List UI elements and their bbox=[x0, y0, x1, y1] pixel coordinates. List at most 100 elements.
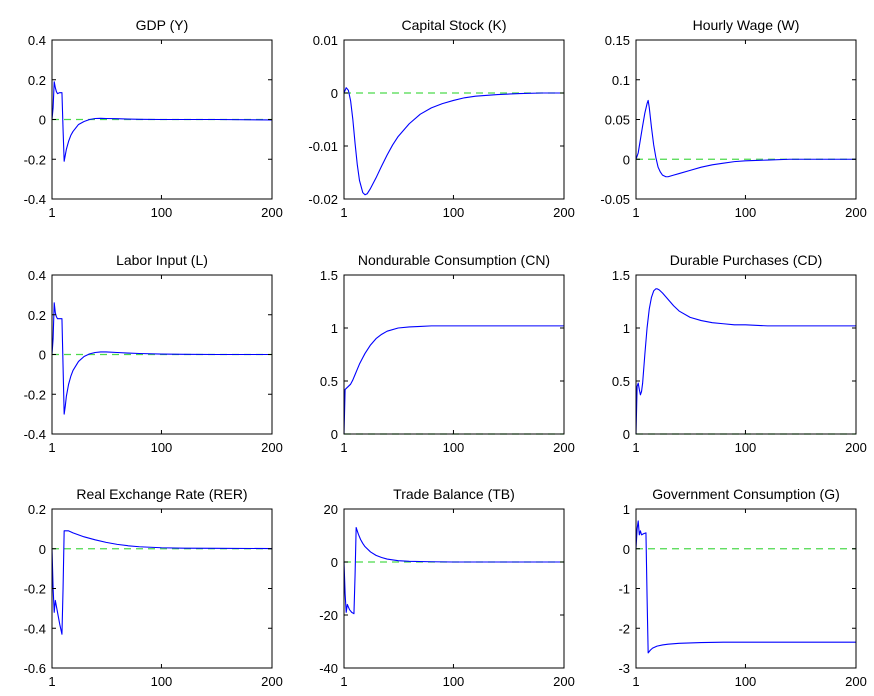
y-tick-label: 1 bbox=[623, 321, 630, 336]
x-tick-label: 100 bbox=[735, 674, 757, 689]
axes-box bbox=[343, 508, 565, 669]
y-tick-label: 1.5 bbox=[320, 268, 338, 283]
subplot-title: Durable Purchases (CD) bbox=[670, 252, 823, 268]
x-tick-label: 200 bbox=[553, 205, 575, 220]
y-tick-label: 1.5 bbox=[612, 268, 630, 283]
subplot-title: GDP (Y) bbox=[136, 17, 189, 33]
y-tick-label: 0 bbox=[331, 86, 338, 101]
y-tick-label: 0 bbox=[331, 427, 338, 442]
y-tick-label: 0.5 bbox=[320, 374, 338, 389]
subplot-7: Real Exchange Rate (RER) -0.6 -0.4 -0.2 0 0.2… bbox=[24, 486, 283, 689]
subplot-title: Government Consumption (G) bbox=[652, 486, 840, 502]
subplot-9: Government Consumption (G) -3 -2 -1 0 1 1 100 20… bbox=[618, 486, 866, 689]
subplot-2: Capital Stock (K) -0.02 -0.01 0 0.01 1 100 200 bbox=[308, 17, 574, 220]
y-tick-label: 0.15 bbox=[605, 33, 630, 48]
x-tick-label: 100 bbox=[151, 674, 173, 689]
x-tick-label: 100 bbox=[151, 440, 173, 455]
subplot-6: Durable Purchases (CD) 0 0.5 1 1.5 1 100 200 bbox=[612, 252, 867, 455]
y-tick-label: -0.4 bbox=[24, 621, 46, 636]
x-tick-label: 200 bbox=[553, 674, 575, 689]
series-line bbox=[343, 87, 564, 196]
y-tick-label: 1 bbox=[623, 502, 630, 517]
x-tick-label: 200 bbox=[261, 674, 283, 689]
y-tick-label: -2 bbox=[618, 621, 630, 636]
x-tick-label: 200 bbox=[553, 440, 575, 455]
y-tick-label: -0.2 bbox=[24, 152, 46, 167]
x-tick-label: 200 bbox=[261, 440, 283, 455]
y-tick-label: -3 bbox=[618, 661, 630, 676]
x-tick-label: 200 bbox=[845, 674, 867, 689]
x-tick-label: 1 bbox=[632, 205, 639, 220]
y-tick-label: -0.4 bbox=[24, 192, 46, 207]
series-line bbox=[635, 520, 856, 654]
y-tick-label: 0 bbox=[623, 152, 630, 167]
y-tick-label: 0.2 bbox=[28, 502, 46, 517]
y-tick-label: 0.4 bbox=[28, 268, 46, 283]
y-tick-label: -0.01 bbox=[308, 139, 338, 154]
subplot-1: GDP (Y) -0.4 -0.2 0 0.2 0.4 1 100 200 bbox=[24, 17, 283, 220]
y-tick-label: 0.1 bbox=[612, 73, 630, 88]
subplot-title: Capital Stock (K) bbox=[401, 17, 506, 33]
x-tick-label: 100 bbox=[151, 205, 173, 220]
x-tick-label: 100 bbox=[443, 205, 465, 220]
y-tick-label: 1 bbox=[331, 321, 338, 336]
y-tick-label: 0.2 bbox=[28, 308, 46, 323]
series-line bbox=[51, 530, 273, 635]
series-line bbox=[343, 526, 564, 615]
y-tick-label: 0.5 bbox=[612, 374, 630, 389]
y-tick-label: 0 bbox=[623, 542, 630, 557]
axes-box bbox=[51, 508, 273, 669]
x-tick-label: 1 bbox=[48, 674, 55, 689]
y-tick-label: 0 bbox=[331, 555, 338, 570]
axes-box bbox=[343, 39, 565, 200]
x-tick-label: 200 bbox=[261, 205, 283, 220]
y-tick-label: -0.6 bbox=[24, 661, 46, 676]
subplot-title: Labor Input (L) bbox=[116, 252, 208, 268]
subplot-5: Nondurable Consumption (CN) 0 0.5 1 1.5 1 100 2… bbox=[320, 252, 575, 455]
y-tick-label: -0.4 bbox=[24, 427, 46, 442]
series-line bbox=[635, 99, 856, 178]
x-tick-label: 1 bbox=[340, 674, 347, 689]
axes-box bbox=[343, 274, 565, 435]
x-tick-label: 1 bbox=[48, 205, 55, 220]
subplot-8: Trade Balance (TB) -40 -20 0 20 1 100 200 bbox=[319, 486, 575, 689]
subplot-4: Labor Input (L) -0.4 -0.2 0 0.2 0.4 1 100 200 bbox=[24, 252, 283, 455]
y-tick-label: 20 bbox=[324, 502, 338, 517]
y-tick-label: 0 bbox=[39, 113, 46, 128]
series-line bbox=[343, 325, 564, 435]
series-line bbox=[635, 288, 856, 435]
series-line bbox=[51, 302, 272, 415]
series-line bbox=[51, 81, 273, 162]
y-tick-label: 0.4 bbox=[28, 33, 46, 48]
x-tick-label: 100 bbox=[735, 440, 757, 455]
y-tick-label: 0 bbox=[39, 348, 46, 363]
y-tick-label: -1 bbox=[618, 582, 630, 597]
subplot-title: Trade Balance (TB) bbox=[393, 486, 515, 502]
subplot-title: Hourly Wage (W) bbox=[693, 17, 800, 33]
y-tick-label: 0.01 bbox=[313, 33, 338, 48]
subplot-3: Hourly Wage (W) -0.05 0 0.05 0.1 0.15 1 100 200 bbox=[600, 17, 866, 220]
x-tick-label: 100 bbox=[735, 205, 757, 220]
y-tick-label: -0.05 bbox=[600, 192, 630, 207]
x-tick-label: 200 bbox=[845, 440, 867, 455]
y-tick-label: 0.05 bbox=[605, 113, 630, 128]
y-tick-label: -0.2 bbox=[24, 387, 46, 402]
x-tick-label: 1 bbox=[48, 440, 55, 455]
subplot-title: Nondurable Consumption (CN) bbox=[358, 252, 550, 268]
x-tick-label: 200 bbox=[845, 205, 867, 220]
x-tick-label: 100 bbox=[443, 674, 465, 689]
y-tick-label: -0.02 bbox=[308, 192, 338, 207]
y-tick-label: -20 bbox=[319, 608, 338, 623]
y-tick-label: 0 bbox=[623, 427, 630, 442]
subplot-title: Real Exchange Rate (RER) bbox=[76, 486, 247, 502]
x-tick-label: 1 bbox=[632, 440, 639, 455]
x-tick-label: 1 bbox=[340, 440, 347, 455]
axes-box bbox=[635, 274, 857, 435]
x-tick-label: 1 bbox=[632, 674, 639, 689]
y-tick-label: 0.2 bbox=[28, 73, 46, 88]
axes-box bbox=[635, 39, 857, 200]
y-tick-label: 0 bbox=[39, 542, 46, 557]
y-tick-label: -0.2 bbox=[24, 582, 46, 597]
y-tick-label: -40 bbox=[319, 661, 338, 676]
